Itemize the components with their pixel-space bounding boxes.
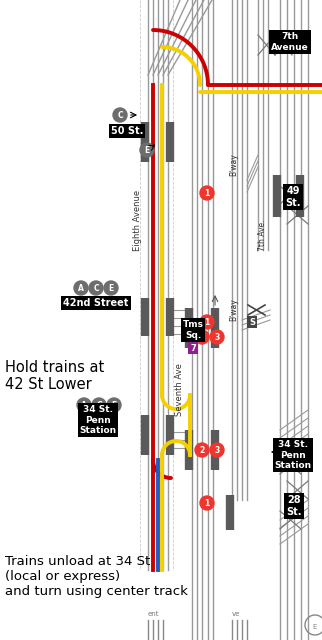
Text: 3: 3 <box>214 333 220 342</box>
Circle shape <box>195 443 209 457</box>
Text: B'way: B'way <box>230 299 239 321</box>
Text: 34 St.
Penn
Station: 34 St. Penn Station <box>80 405 117 435</box>
Text: 2: 2 <box>199 445 204 454</box>
Text: Eighth Avenue: Eighth Avenue <box>132 189 141 251</box>
Text: C: C <box>96 401 102 410</box>
Text: Hold trains at
42 St Lower: Hold trains at 42 St Lower <box>5 360 104 392</box>
Circle shape <box>195 330 209 344</box>
Text: 1: 1 <box>204 189 210 198</box>
Text: Seventh Ave: Seventh Ave <box>175 364 185 417</box>
Circle shape <box>200 315 214 329</box>
Text: 34 St.
Penn
Station: 34 St. Penn Station <box>274 440 312 470</box>
Circle shape <box>210 330 224 344</box>
Text: 28
St.: 28 St. <box>286 495 302 517</box>
Text: A: A <box>78 284 84 292</box>
Circle shape <box>200 496 214 510</box>
Text: A: A <box>81 401 87 410</box>
Text: 1: 1 <box>204 317 210 326</box>
Text: ve: ve <box>232 611 241 617</box>
Text: C: C <box>93 284 99 292</box>
Circle shape <box>92 398 106 412</box>
Circle shape <box>200 186 214 200</box>
Text: 1: 1 <box>204 499 210 508</box>
Circle shape <box>113 108 127 122</box>
Text: 2: 2 <box>199 333 204 342</box>
Circle shape <box>77 398 91 412</box>
Text: 3: 3 <box>214 445 220 454</box>
Text: S: S <box>249 317 255 326</box>
Text: 42nd Street: 42nd Street <box>63 298 129 308</box>
Text: ent: ent <box>148 611 159 617</box>
Text: E: E <box>109 284 114 292</box>
Text: 7th Ave.: 7th Ave. <box>259 220 268 251</box>
Text: E: E <box>111 401 117 410</box>
Circle shape <box>89 281 103 295</box>
Circle shape <box>104 281 118 295</box>
Text: B'way: B'way <box>230 154 239 177</box>
Text: C: C <box>117 111 123 120</box>
Circle shape <box>140 143 154 157</box>
Text: E: E <box>313 624 317 630</box>
Circle shape <box>107 398 121 412</box>
Text: 50 St.: 50 St. <box>111 126 143 136</box>
Text: E: E <box>144 145 150 154</box>
Circle shape <box>74 281 88 295</box>
Text: Trains unload at 34 St
(local or express)
and turn using center track: Trains unload at 34 St (local or express… <box>5 555 188 598</box>
Text: Tms
Sq.: Tms Sq. <box>183 320 204 340</box>
Circle shape <box>210 443 224 457</box>
Text: 7th
Avenue: 7th Avenue <box>271 32 309 52</box>
Text: 49
St.: 49 St. <box>285 186 301 208</box>
Text: 7: 7 <box>190 344 196 353</box>
